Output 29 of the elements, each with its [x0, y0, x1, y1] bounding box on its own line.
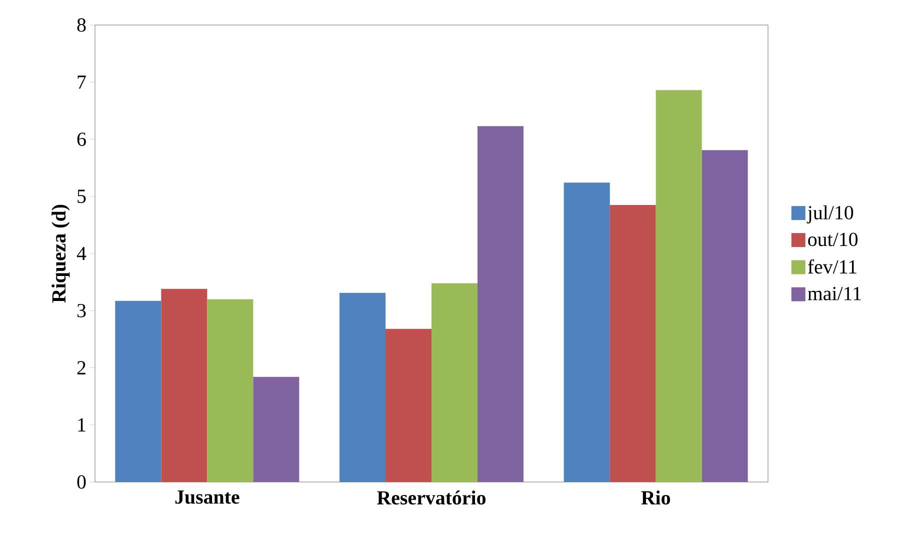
y-axis-title: Riqueza (d) [52, 204, 70, 303]
legend-label: out/10 [808, 232, 858, 246]
bar [253, 376, 300, 482]
y-tick-label: 1 [78, 418, 86, 432]
bar [702, 150, 748, 482]
x-tick-label: Reservatório [377, 490, 486, 505]
y-tick-label: 7 [78, 76, 86, 89]
y-tick-label: 6 [77, 132, 86, 146]
bar [610, 204, 656, 482]
x-tick-label: Rio [641, 490, 670, 505]
y-tick-label: 4 [76, 246, 86, 260]
bar [432, 283, 478, 482]
x-tick-label: Jusante [175, 490, 240, 504]
bar [115, 300, 162, 482]
bar [340, 292, 386, 482]
bar [656, 90, 702, 482]
y-tick-label: 5 [78, 190, 86, 203]
y-tick-label: 8 [77, 18, 86, 32]
bar [386, 328, 432, 482]
y-tick-label: 2 [77, 361, 86, 374]
bar [161, 288, 208, 482]
y-tick-label: 3 [77, 304, 86, 318]
bar [478, 126, 524, 482]
legend-label: mai/11 [808, 286, 861, 300]
y-tick-label: 0 [77, 475, 86, 489]
legend-label: jul/10 [806, 205, 854, 224]
bar [207, 299, 254, 482]
legend-label: fev/11 [808, 259, 856, 274]
bar [564, 182, 610, 482]
